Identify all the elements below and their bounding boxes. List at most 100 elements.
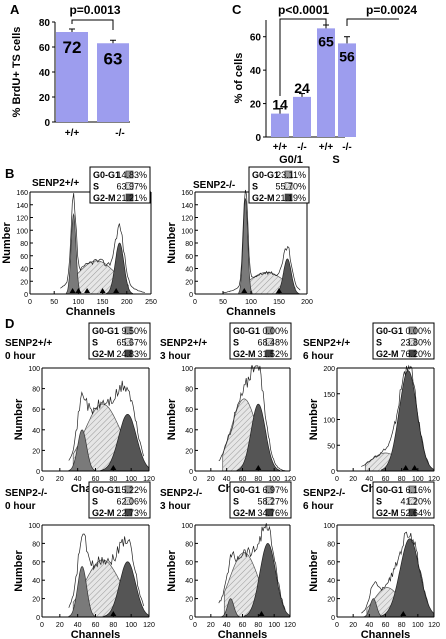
panel-label-b: B <box>5 166 14 181</box>
panel-label-d: D <box>5 316 14 331</box>
y-axis-label: Number <box>308 550 320 592</box>
legend-phase-label: G2-M <box>93 193 116 203</box>
y-tick-label: 160 <box>16 190 28 197</box>
x-tick-label: 100 <box>268 622 280 629</box>
x-tick-label: 60 <box>382 622 390 629</box>
y-tick-label-c: 20 <box>250 100 262 111</box>
category-label-a: -/- <box>115 128 124 139</box>
sample-title: SENP2+/+ <box>160 338 207 349</box>
legend-percent: 41.20% <box>400 497 431 507</box>
y-tick-label: 0 <box>331 615 335 622</box>
x-tick-label: 80 <box>398 476 406 483</box>
y-tick-label: 60 <box>185 407 193 414</box>
legend-percent: 31.52% <box>257 349 288 359</box>
legend-swatch <box>125 182 134 190</box>
legend-percent: 21.19% <box>275 193 306 203</box>
y-tick-label: 100 <box>323 523 335 530</box>
time-label: 6 hour <box>303 351 334 362</box>
sample-title: SENP2-/- <box>303 488 345 499</box>
legend-box <box>89 166 151 204</box>
legend-swatch <box>408 338 417 346</box>
y-axis-label: Number <box>13 550 25 592</box>
x-tick-label: 150 <box>97 299 109 306</box>
x-tick-label: 80 <box>109 622 117 629</box>
x-tick-label: 40 <box>365 476 373 483</box>
raw-histogram-line <box>68 380 144 461</box>
y-axis-label: Number <box>13 398 25 440</box>
legend-phase-label: G0-G1 <box>92 326 119 336</box>
y-tick-label-a: 20 <box>39 93 51 104</box>
g2-m-peak <box>380 538 435 618</box>
y-tick-label: 60 <box>20 254 28 261</box>
y-tick-label: 100 <box>16 228 28 235</box>
legend-swatch <box>265 508 274 517</box>
y-tick-label: 100 <box>28 366 40 373</box>
x-tick-label: 0 <box>40 622 44 629</box>
x-tick-label: 100 <box>73 299 85 306</box>
legend-phase-label: S <box>376 497 382 507</box>
g0-g1-peak <box>68 565 96 618</box>
x-tick-label: 120 <box>284 476 296 483</box>
histogram-panel: 050100150200020406080100120ChannelsNumbe… <box>303 322 440 495</box>
time-label: 3 hour <box>160 501 191 512</box>
y-tick-label: 60 <box>32 560 40 567</box>
y-tick-label: 0 <box>189 469 193 476</box>
bar-value-label-c: 56 <box>339 48 355 64</box>
time-label: 0 hour <box>5 501 36 512</box>
gate-marker <box>241 288 248 293</box>
y-axis-label: Number <box>308 398 320 440</box>
y-tick-label: 40 <box>20 267 28 274</box>
legend-phase-label: G0-G1 <box>233 485 260 495</box>
g2-m-peak <box>100 414 150 472</box>
gate-marker <box>276 288 282 293</box>
y-tick-label-c: 0 <box>255 133 261 144</box>
legend-phase-label: G2-M <box>376 508 399 518</box>
g2-m-peak <box>106 242 133 295</box>
legend-swatch <box>124 338 133 346</box>
legend-swatch <box>408 508 417 517</box>
legend-percent: 55.70% <box>275 182 306 192</box>
x-tick-label: 40 <box>74 622 82 629</box>
gate-marker <box>113 288 120 293</box>
x-tick-label: 60 <box>382 476 390 483</box>
legend-percent: 24.83% <box>116 349 147 359</box>
y-tick-label: 40 <box>185 428 193 435</box>
x-tick-label: 200 <box>301 299 313 306</box>
legend-percent: 68.48% <box>257 338 288 348</box>
x-tick-label: 80 <box>254 476 262 483</box>
g2-m-peak <box>236 403 281 472</box>
legend-percent: 6.97% <box>262 485 288 495</box>
p-value-a: p=0.0013 <box>69 3 120 17</box>
y-axis-label-a: % BrdU+ TS cells <box>11 27 23 118</box>
y-tick-label: 40 <box>327 578 335 585</box>
y-axis-label: Number <box>166 550 178 592</box>
x-tick-label: 20 <box>207 476 215 483</box>
gate-marker <box>75 288 82 293</box>
legend-phase-label: G2-M <box>92 508 115 518</box>
x-tick-label: 120 <box>143 476 155 483</box>
bar-value-label-c: 65 <box>318 33 334 49</box>
x-tick-label: 40 <box>223 476 231 483</box>
legend-percent: 15.22% <box>116 485 147 495</box>
g2-m-peak <box>243 543 291 618</box>
x-tick-label: 120 <box>428 476 440 483</box>
legend-percent: 6.16% <box>405 485 431 495</box>
sample-title: SENP2+/+ <box>303 338 350 349</box>
x-tick-label: 100 <box>125 476 137 483</box>
legend-percent: 52.64% <box>400 508 431 518</box>
sample-title: SENP2-/- <box>160 488 202 499</box>
legend-swatch <box>284 193 293 202</box>
y-tick-label: 40 <box>185 267 193 274</box>
gate-marker <box>258 611 265 616</box>
y-tick-label: 20 <box>32 597 40 604</box>
histogram-panel: 0 20 40 60 80 100 0 20 40 60 80 100 120 Channels Numbe… <box>160 481 296 639</box>
g2-m-peak <box>103 561 150 618</box>
x-tick-label: 0 <box>193 299 197 306</box>
legend-phase-label: S <box>92 497 98 507</box>
legend-swatch <box>265 485 274 494</box>
gate-marker <box>110 611 117 616</box>
bar-a <box>56 32 88 122</box>
x-tick-label: 0 <box>193 476 197 483</box>
y-tick-label: 100 <box>28 523 40 530</box>
